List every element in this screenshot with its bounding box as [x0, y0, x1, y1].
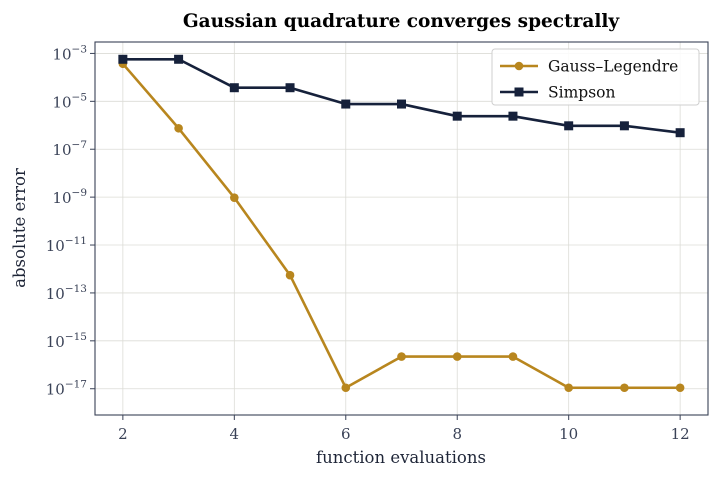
plot-frame: [94, 41, 709, 416]
data-point-gauss-legendre: [285, 270, 295, 280]
x-tick-label: 2: [118, 425, 128, 443]
y-tick-exponent: −15: [65, 331, 87, 343]
data-point-simpson: [118, 54, 128, 64]
series-line-gauss-legendre: [121, 62, 681, 390]
y-tick-base: 10: [46, 285, 65, 303]
y-tick-exponent: −7: [72, 139, 87, 151]
x-tick-label: 10: [559, 425, 578, 443]
y-tick-base: 10: [52, 189, 71, 207]
axis-ticks: 2 4 6 8 10 1210−310−510−710−910−1110−1310−151…: [46, 43, 690, 443]
x-tick-label: 4: [230, 425, 240, 443]
data-point-simpson: [174, 54, 184, 64]
y-tick-label: 10−9: [52, 187, 87, 207]
legend: Gauss–Legendre Simpson: [491, 48, 700, 106]
x-tick-label: 12: [671, 425, 690, 443]
data-point-gauss-legendre: [508, 352, 518, 361]
y-tick-exponent: −13: [65, 283, 87, 295]
y-tick-base: 10: [46, 333, 65, 351]
y-tick-base: 10: [52, 93, 71, 111]
legend-box: [491, 48, 700, 106]
data-point-simpson: [229, 83, 239, 93]
data-point-simpson: [341, 99, 351, 109]
y-tick-exponent: −3: [72, 43, 87, 55]
data-point-simpson: [564, 121, 574, 131]
y-axis-label: absolute error: [10, 168, 29, 288]
data-point-gauss-legendre: [452, 352, 462, 361]
legend-marker-simpson: [514, 87, 524, 97]
y-tick-base: 10: [52, 141, 71, 159]
x-tick-label: 8: [452, 425, 462, 443]
data-point-simpson: [508, 111, 518, 121]
y-tick-exponent: −11: [65, 235, 87, 247]
x-axis-label: function evaluations: [316, 448, 486, 467]
y-tick-label: 10−3: [52, 43, 87, 63]
legend-marker-gauss-legendre: [514, 61, 524, 71]
y-tick-label: 10−15: [46, 331, 87, 351]
data-point-gauss-legendre: [230, 193, 239, 202]
data-point-gauss-legendre: [564, 383, 573, 393]
y-tick-exponent: −17: [65, 379, 87, 391]
y-tick-base: 10: [46, 237, 65, 255]
x-tick-label: 6: [341, 425, 351, 443]
y-tick-base: 10: [46, 381, 65, 399]
data-point-simpson: [675, 128, 685, 138]
data-point-simpson: [397, 99, 406, 109]
legend-label-gauss-legendre: Gauss–Legendre: [548, 58, 678, 76]
data-point-simpson: [285, 83, 295, 93]
legend-label-simpson: Simpson: [548, 84, 615, 102]
chart-title: Gaussian quadrature converges spectrally: [183, 11, 621, 32]
data-point-simpson: [619, 121, 629, 131]
plot-area: [118, 54, 685, 393]
y-tick-exponent: −9: [72, 187, 87, 199]
y-tick-label: 10−7: [52, 139, 87, 159]
y-tick-label: 10−17: [46, 379, 87, 399]
y-tick-exponent: −5: [72, 91, 87, 103]
data-point-gauss-legendre: [620, 383, 629, 393]
data-point-gauss-legendre: [341, 383, 351, 393]
data-point-gauss-legendre: [397, 352, 406, 361]
data-point-gauss-legendre: [675, 383, 685, 393]
data-point-simpson: [452, 111, 462, 121]
y-tick-label: 10−13: [46, 283, 87, 303]
y-tick-base: 10: [52, 45, 71, 63]
y-tick-label: 10−5: [52, 91, 87, 111]
y-tick-label: 10−11: [46, 235, 87, 255]
data-point-gauss-legendre: [174, 123, 183, 133]
